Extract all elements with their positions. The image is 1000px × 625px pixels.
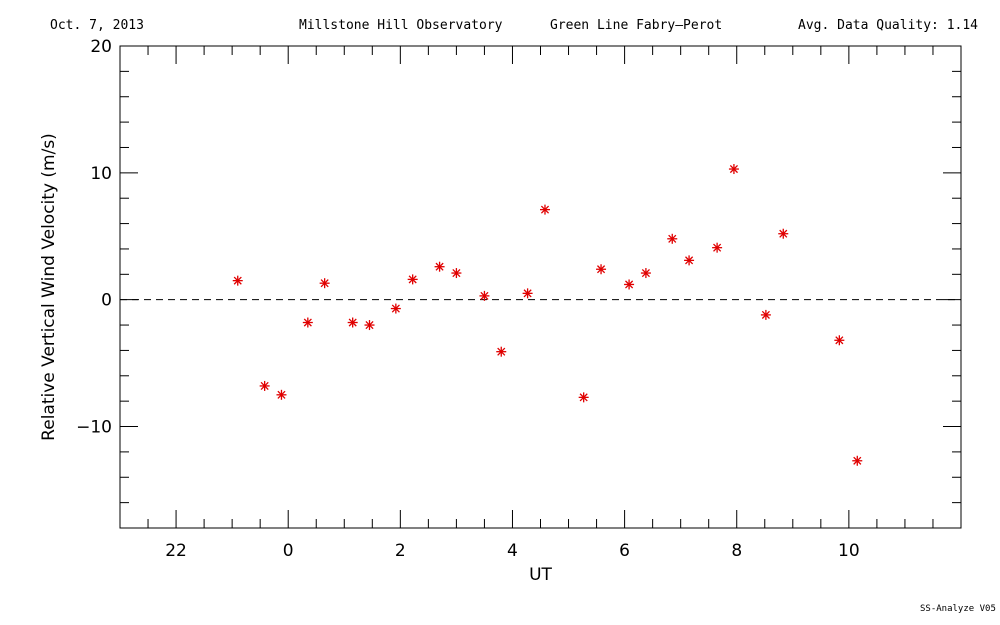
y-tick-label: 0	[101, 291, 112, 311]
data-point	[407, 274, 418, 285]
data-point	[276, 389, 287, 400]
data-point	[319, 278, 330, 289]
data-points	[232, 164, 863, 466]
header-data-quality: Avg. Data Quality: 1.14	[798, 18, 979, 33]
plot-frame	[119, 45, 962, 529]
data-point	[596, 264, 607, 275]
y-axis-label: Relative Vertical Wind Velocity (m/s)	[39, 133, 59, 441]
data-point	[624, 279, 635, 290]
data-point	[667, 233, 678, 244]
x-tick-label: 6	[619, 541, 630, 561]
axis-ticks	[119, 45, 962, 529]
x-tick-label: 4	[507, 541, 518, 561]
data-point	[259, 380, 270, 391]
software-version: SS-Analyze V05	[920, 604, 996, 614]
data-point	[852, 455, 863, 466]
data-point	[834, 335, 845, 346]
data-point	[434, 261, 445, 272]
x-tick-label: 8	[731, 541, 742, 561]
y-tick-label: 10	[90, 164, 112, 184]
data-point	[640, 268, 651, 279]
header-instrument: Green Line Fabry—Perot	[550, 18, 723, 33]
data-point	[778, 228, 789, 239]
data-point	[684, 255, 695, 266]
data-point	[390, 303, 401, 314]
data-point	[302, 317, 313, 328]
data-point	[347, 317, 358, 328]
data-point	[578, 392, 589, 403]
data-point	[712, 242, 723, 253]
data-point	[760, 309, 771, 320]
data-point	[451, 268, 462, 279]
data-point	[539, 204, 550, 215]
x-tick-label: 2	[395, 541, 406, 561]
data-point	[496, 346, 507, 357]
data-point	[479, 290, 490, 301]
data-point	[364, 320, 375, 331]
data-point	[522, 288, 533, 299]
y-tick-label: 20	[90, 37, 112, 57]
header-observatory: Millstone Hill Observatory	[299, 18, 503, 33]
x-tick-label: 0	[283, 541, 294, 561]
y-tick-label: −10	[76, 418, 112, 438]
data-point	[728, 164, 739, 175]
axis-tick-labels: 22 0 2 4 6 8 10 −10 0 10 20	[76, 37, 860, 561]
x-tick-label: 22	[165, 541, 187, 561]
x-axis-label: UT	[529, 565, 552, 585]
x-tick-label: 10	[838, 541, 860, 561]
header-date: Oct. 7, 2013	[50, 18, 144, 33]
data-point	[232, 275, 243, 286]
